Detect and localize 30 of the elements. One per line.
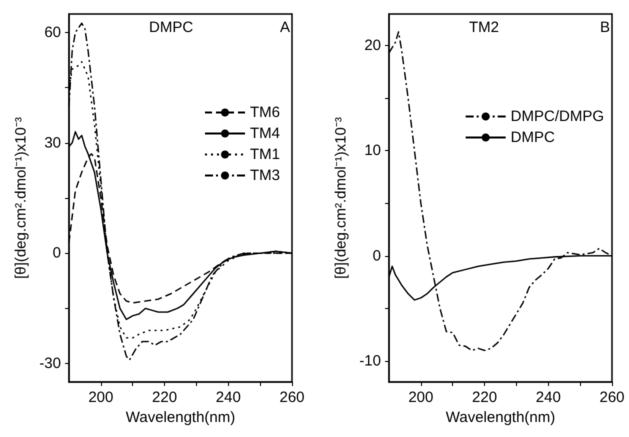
x-tick-label: 220 (472, 389, 498, 406)
y-tick-label: 0 (52, 244, 61, 262)
annotation: B (600, 19, 610, 36)
x-tick-label: 240 (536, 389, 561, 406)
legend-label: TM3 (250, 167, 280, 184)
y-tick-label: 10 (364, 142, 381, 160)
annotation: TM2 (469, 19, 499, 36)
legend-label: DMPC/DMPG (510, 108, 604, 125)
legend-label: TM4 (250, 125, 280, 142)
y-tick-label: -30 (39, 355, 61, 372)
y-tick-label: 30 (44, 134, 61, 152)
y-tick-label: 60 (44, 24, 61, 41)
x-tick-label: 260 (279, 389, 305, 406)
x-tick-label: 200 (408, 389, 434, 406)
annotation: A (280, 19, 290, 36)
legend-label: TM1 (250, 146, 280, 163)
y-tick-label: -10 (359, 352, 381, 370)
x-tick-label: 260 (599, 389, 625, 406)
x-tick-label: 200 (88, 389, 114, 406)
x-tick-label: 240 (216, 389, 241, 406)
y-tick-label: 0 (372, 247, 381, 264)
legend-label: TM6 (250, 104, 280, 121)
y-axis-title: [θ](deg.cm².dmol⁻¹)x10⁻³ (12, 117, 30, 279)
x-axis-title: Wavelength(nm) (446, 408, 556, 426)
x-tick-label: 220 (152, 389, 178, 406)
x-axis-title: Wavelength(nm) (126, 408, 236, 426)
y-tick-label: 20 (364, 37, 381, 54)
annotation: DMPC (149, 19, 194, 36)
y-axis-title: [θ](deg.cm².dmol⁻¹)x10⁻³ (332, 117, 350, 279)
legend-label: DMPC (510, 129, 555, 146)
